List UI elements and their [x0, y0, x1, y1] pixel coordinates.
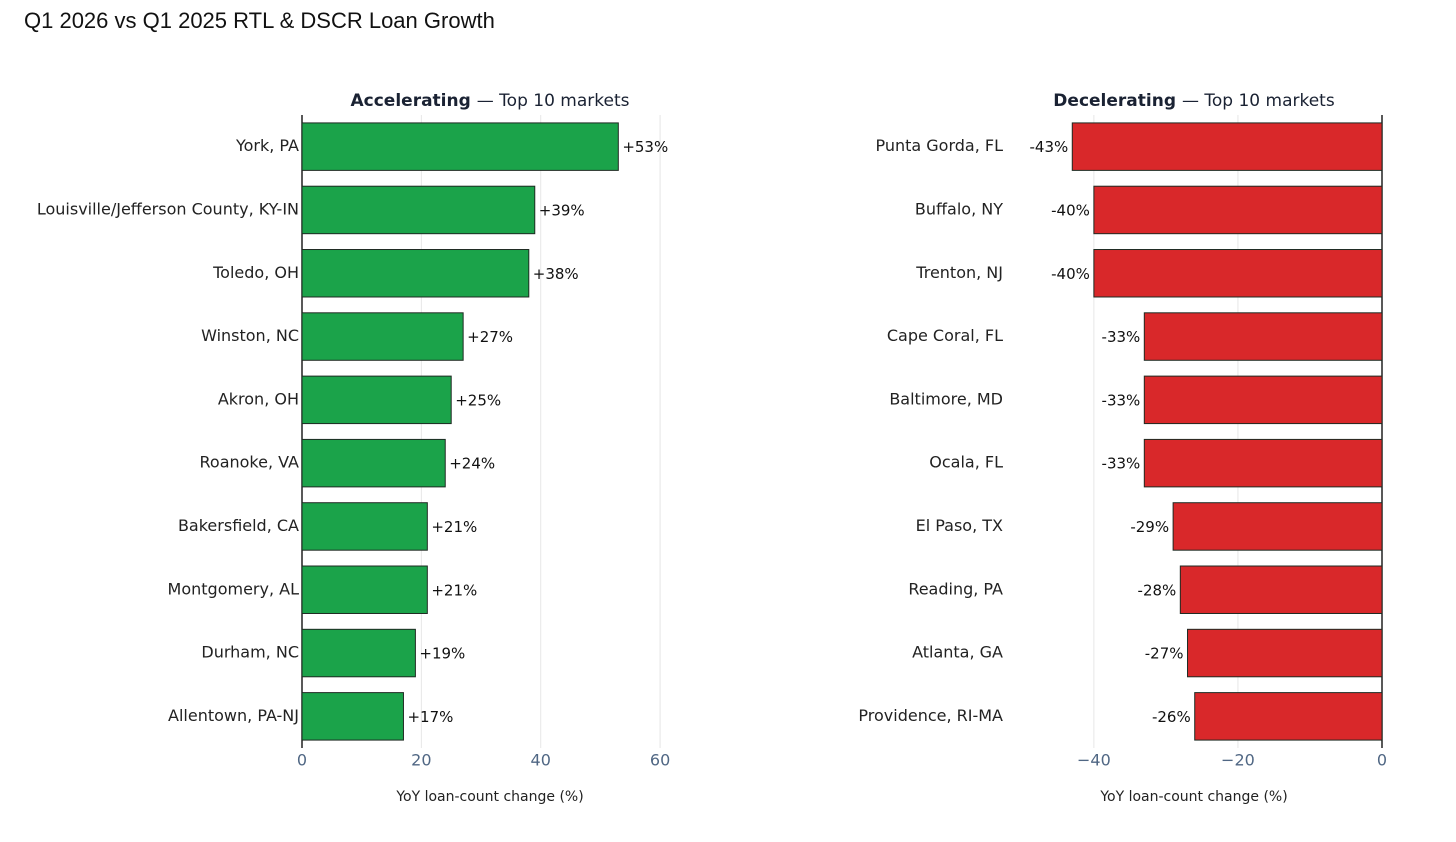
value-label: +53% — [622, 138, 668, 156]
subplot-title: Decelerating — Top 10 markets — [1053, 91, 1335, 111]
value-label: +39% — [539, 201, 585, 219]
subplot-title-bold: Decelerating — [1053, 91, 1176, 111]
value-label: -33% — [1102, 391, 1141, 409]
y-tick-label: Cape Coral, FL — [887, 326, 1003, 345]
y-tick-label: El Paso, TX — [916, 516, 1003, 535]
x-tick-label: 0 — [297, 751, 307, 770]
bar — [1172, 502, 1383, 551]
bar — [1179, 565, 1383, 614]
y-tick-label: Durham, NC — [201, 643, 299, 662]
value-label: -29% — [1130, 518, 1169, 536]
bar — [301, 502, 428, 551]
y-tick-label: Buffalo, NY — [915, 199, 1003, 218]
subplot-title-bold: Accelerating — [351, 91, 471, 111]
bar — [301, 565, 428, 614]
value-label: +25% — [455, 391, 501, 409]
x-axis-label: YoY loan-count change (%) — [395, 789, 583, 805]
y-tick-label: Bakersfield, CA — [178, 516, 299, 535]
y-tick-label: Winston, NC — [201, 326, 299, 345]
y-tick-label: Montgomery, AL — [168, 579, 300, 598]
bar — [301, 692, 404, 741]
y-tick-label: Baltimore, MD — [889, 389, 1003, 408]
subplot-subtitle: — Top 10 markets — [1182, 91, 1335, 111]
value-label: -27% — [1145, 645, 1184, 663]
value-label: +24% — [449, 455, 495, 473]
x-tick-label: −40 — [1077, 751, 1111, 770]
x-tick-label: 20 — [411, 751, 431, 770]
value-label: -26% — [1152, 708, 1191, 726]
y-tick-label: York, PA — [235, 136, 299, 155]
value-label: +21% — [431, 581, 477, 599]
bar — [301, 312, 464, 361]
bar — [1187, 628, 1383, 678]
bar — [301, 185, 536, 235]
value-label: +19% — [419, 645, 465, 663]
value-label: -43% — [1030, 138, 1069, 156]
y-tick-label: Louisville/Jefferson County, KY-IN — [37, 199, 299, 218]
subplot-subtitle: — Top 10 markets — [477, 91, 630, 111]
value-label: -40% — [1051, 201, 1090, 219]
bar — [1143, 375, 1383, 425]
value-label: +27% — [467, 328, 513, 346]
x-tick-label: 0 — [1377, 751, 1387, 770]
y-tick-label: Atlanta, GA — [912, 643, 1003, 662]
bar — [1093, 249, 1383, 298]
y-tick-label: Trenton, NJ — [915, 263, 1003, 282]
subplot-title: Accelerating — Top 10 markets — [351, 91, 630, 111]
y-tick-label: Ocala, FL — [929, 453, 1003, 472]
x-tick-label: 60 — [650, 751, 670, 770]
bar — [301, 375, 452, 425]
value-label: +38% — [533, 265, 579, 283]
value-label: -40% — [1051, 265, 1090, 283]
y-tick-label: Roanoke, VA — [200, 453, 300, 472]
y-tick-label: Akron, OH — [218, 389, 299, 408]
bar — [1093, 185, 1383, 235]
x-tick-label: −20 — [1221, 751, 1255, 770]
value-label: -33% — [1102, 328, 1141, 346]
bar — [1143, 312, 1383, 361]
bar — [1194, 692, 1383, 741]
bar — [1143, 438, 1383, 488]
bar — [301, 122, 619, 171]
bar — [301, 628, 416, 678]
value-label: -33% — [1102, 455, 1141, 473]
bar — [301, 438, 446, 488]
x-axis-label: YoY loan-count change (%) — [1099, 789, 1287, 805]
value-label: +21% — [431, 518, 477, 536]
bar — [301, 249, 530, 298]
page-title: Q1 2026 vs Q1 2025 RTL & DSCR Loan Growt… — [24, 8, 495, 33]
y-tick-label: Reading, PA — [908, 579, 1003, 598]
x-tick-label: 40 — [531, 751, 551, 770]
value-label: +17% — [407, 708, 453, 726]
bar — [1071, 122, 1383, 171]
y-tick-label: Allentown, PA-NJ — [168, 706, 299, 725]
y-tick-label: Toledo, OH — [212, 263, 299, 282]
value-label: -28% — [1138, 581, 1177, 599]
y-tick-label: Providence, RI-MA — [858, 706, 1003, 725]
y-tick-label: Punta Gorda, FL — [875, 136, 1003, 155]
